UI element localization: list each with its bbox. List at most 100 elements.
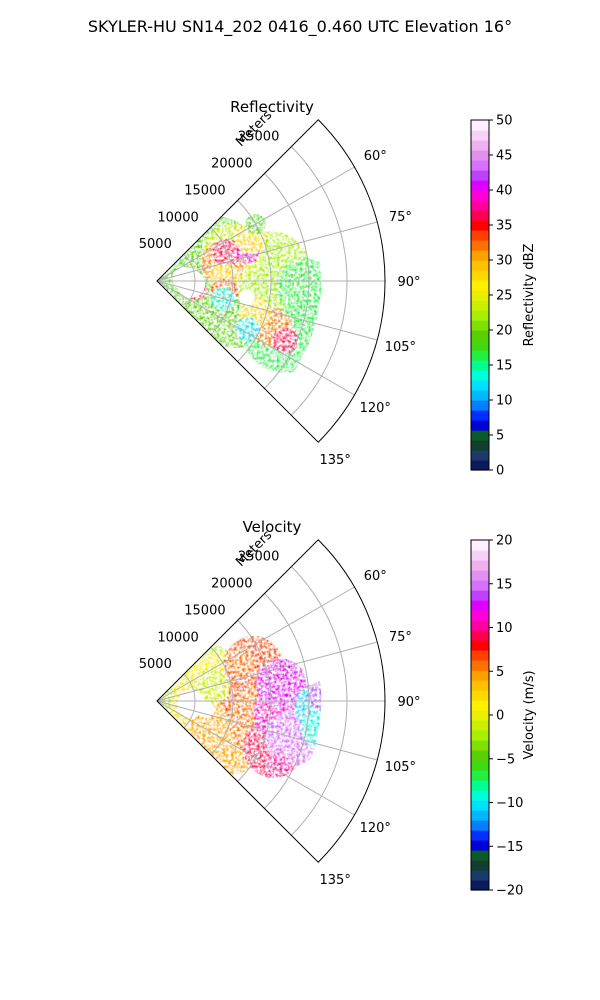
- colorbar-swatch: [471, 700, 489, 711]
- azimuth-spoke: [156, 280, 378, 341]
- colorbar-swatch: [471, 400, 489, 411]
- colorbar-tick-label: 50: [496, 114, 513, 129]
- polar-grid: [156, 566, 385, 836]
- colorbar-tick-label: −5: [496, 752, 515, 767]
- colorbar-swatch: [471, 790, 489, 801]
- colorbar-swatch: [471, 590, 489, 601]
- colorbar-swatch: [471, 560, 489, 571]
- radar-echo: [225, 648, 254, 677]
- colorbar-label: Velocity (m/s): [522, 670, 537, 759]
- colorbar-tick-label: 0: [496, 709, 504, 724]
- colorbar-swatch: [471, 390, 489, 401]
- colorbar-swatch: [471, 840, 489, 851]
- colorbar-swatch: [471, 620, 489, 631]
- colorbar-tick-label: 0: [496, 464, 504, 479]
- colorbar-swatch: [471, 130, 489, 141]
- colorbar-swatch: [471, 710, 489, 721]
- colorbar-swatch: [471, 730, 489, 741]
- azimuth-tick-60: 60°: [364, 569, 387, 584]
- colorbar-swatch: [471, 450, 489, 461]
- colorbar-swatch: [471, 830, 489, 841]
- colorbar-swatch: [471, 550, 489, 561]
- radar-echo: [235, 317, 260, 342]
- colorbar-tick-label: 25: [496, 289, 513, 304]
- colorbar-swatch: [471, 430, 489, 441]
- colorbar-swatch: [471, 680, 489, 691]
- colorbar-swatch: [471, 120, 489, 131]
- colorbar-swatch: [471, 350, 489, 361]
- colorbar-tick-label: 20: [496, 324, 513, 339]
- colorbar-tick-label: 10: [496, 394, 513, 409]
- colorbar-swatch: [471, 180, 489, 191]
- colorbar-swatch: [471, 330, 489, 341]
- colorbar-swatch: [471, 230, 489, 241]
- colorbar-swatch: [471, 570, 489, 581]
- colorbar-swatch: [471, 870, 489, 881]
- colorbar-swatch: [471, 370, 489, 381]
- figure-suptitle: SKYLER-HU SN14_202 0416_0.460 UTC Elevat…: [88, 17, 512, 37]
- colorbar-swatch: [471, 880, 489, 891]
- radar-echo: [277, 258, 334, 315]
- colorbar-tick-label: 35: [496, 219, 513, 234]
- radial-tick-15000: 15000: [184, 183, 225, 198]
- colorbar-swatch: [471, 150, 489, 161]
- colorbar-swatch: [471, 460, 489, 471]
- colorbar-swatch: [471, 410, 489, 421]
- radial-tick-10000: 10000: [157, 630, 198, 645]
- radar-echo: [272, 327, 299, 354]
- colorbar-swatch: [471, 600, 489, 611]
- colorbar-tick-label: 40: [496, 184, 513, 199]
- colorbar-swatch: [471, 820, 489, 831]
- radar-field-reflectivity: [158, 119, 385, 443]
- radar-echo: [238, 288, 255, 305]
- colorbar-swatch: [471, 160, 489, 171]
- colorbar-swatch: [471, 270, 489, 281]
- colorbar-swatch: [471, 760, 489, 771]
- radar-echo: [198, 701, 215, 718]
- colorbar-swatch: [471, 290, 489, 301]
- colorbar-swatch: [471, 780, 489, 791]
- azimuth-spoke: [156, 641, 378, 702]
- radial-tick-20000: 20000: [211, 577, 252, 592]
- colorbar-swatch: [471, 640, 489, 651]
- colorbar-tick-label: 30: [496, 254, 513, 269]
- colorbar-tick-label: −15: [496, 840, 523, 855]
- azimuth-tick-75: 75°: [389, 210, 412, 225]
- azimuth-tick-105: 105°: [385, 340, 416, 355]
- azimuth-tick-90: 90°: [397, 695, 420, 710]
- azimuth-tick-105: 105°: [385, 760, 416, 775]
- radial-tick-25000: 25000: [238, 550, 279, 565]
- radial-tick-25000: 25000: [238, 130, 279, 145]
- colorbar-tick-label: 20: [496, 534, 513, 549]
- colorbar-swatch: [471, 310, 489, 321]
- panel-title-reflectivity: Reflectivity: [230, 98, 314, 116]
- colorbar-tick-label: 45: [496, 149, 513, 164]
- colorbar-swatch: [471, 650, 489, 661]
- azimuth-tick-120: 120°: [360, 401, 391, 416]
- colorbar-swatch: [471, 810, 489, 821]
- radar-echo: [172, 266, 197, 291]
- colorbar-tick-label: 15: [496, 577, 513, 592]
- colorbar-swatch: [471, 630, 489, 641]
- azimuth-spoke: [156, 700, 355, 816]
- colorbar-tick-label: 5: [496, 665, 504, 680]
- azimuth-tick-75: 75°: [389, 630, 412, 645]
- colorbar-swatch: [471, 320, 489, 331]
- colorbar-tick-label: −10: [496, 796, 523, 811]
- reflectivity-panel: 60° 75° 90° 105° 120° 135° 5000 10000 15000 20000…: [139, 98, 537, 479]
- colorbar-label: Reflectivity dBZ: [522, 244, 537, 347]
- colorbar-swatch: [471, 610, 489, 621]
- colorbar-tick-label: −20: [496, 884, 523, 899]
- colorbar-swatch: [471, 190, 489, 201]
- radial-tick-10000: 10000: [157, 210, 198, 225]
- colorbar-swatch: [471, 540, 489, 551]
- radar-echo: [265, 753, 290, 778]
- colorbar-swatch: [471, 720, 489, 731]
- azimuth-spoke: [156, 700, 378, 761]
- azimuth-tick-135: 135°: [320, 453, 351, 468]
- sector-frame: [155, 119, 386, 443]
- colorbar-tick-label: 10: [496, 621, 513, 636]
- azimuth-spoke: [156, 280, 355, 396]
